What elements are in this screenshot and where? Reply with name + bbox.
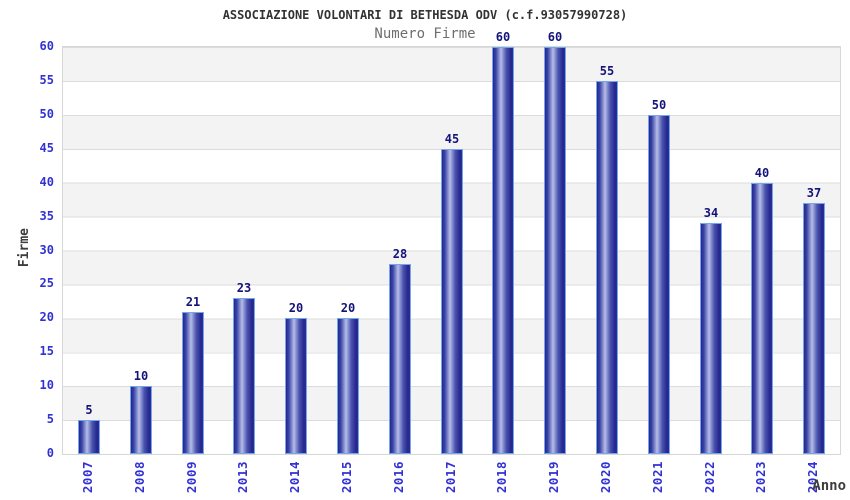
bar-2016 [389,264,411,454]
x-axis-tick-label: 2023 [753,461,768,494]
x-axis-tick-label: 2018 [494,461,509,494]
bar-2007 [78,420,100,454]
bar-value-label: 23 [236,281,252,295]
bar-value-label: 45 [444,132,460,146]
x-axis-tick-label: 2008 [132,461,147,494]
bar-value-label: 28 [392,247,408,261]
y-axis-tick-label: 25 [39,276,54,290]
y-axis-tick-label: 55 [39,73,54,87]
x-axis-label: Anno [812,478,846,494]
bar-2023 [751,183,773,454]
x-axis-tick-label: 2015 [339,461,354,494]
bar-value-label: 55 [599,64,615,78]
x-axis-tick-label: 2022 [702,461,717,494]
bar-value-label: 60 [547,30,563,44]
x-axis-tick-label: 2021 [650,461,665,494]
bar-2022 [700,223,722,454]
bar-2009 [182,312,204,454]
bar-2017 [441,149,463,454]
y-axis-tick-label: 40 [39,175,54,189]
bar-value-label: 37 [806,186,822,200]
x-axis-tick-label: 2014 [287,461,302,494]
y-axis-tick-label: 5 [46,412,54,426]
x-axis-tick-label: 2009 [184,461,199,494]
plot-area: 5 10 21 23 20 20 28 45 60 60 55 50 34 40 37 [62,31,841,455]
bar-2013 [233,298,255,454]
y-axis-tick-label: 30 [39,243,54,257]
y-axis-tick-label: 15 [39,344,54,358]
y-axis-tick-label: 50 [39,107,54,121]
x-axis-tick-label: 2017 [443,461,458,494]
bar-value-label: 10 [133,369,149,383]
bar-2020 [596,81,618,454]
x-axis-tick-label: 2019 [546,461,561,494]
bar-2015 [337,318,359,454]
bar-2014 [285,318,307,454]
bar-value-label: 50 [651,98,667,112]
bar-2018 [492,47,514,454]
bar-2024 [803,203,825,454]
bar-2008 [130,386,152,454]
chart-subtitle: Numero Firme [374,26,476,42]
bar-value-label: 34 [703,206,719,220]
x-axis-tick-label: 2020 [598,461,613,494]
y-axis-tick-label: 35 [39,209,54,223]
bar-2019 [544,47,566,454]
y-axis-tick-label: 20 [39,310,54,324]
bar-value-label: 20 [288,301,304,315]
x-axis-tick-label: 2016 [391,461,406,494]
x-axis-tick-label: 2007 [80,461,95,494]
bar-2021 [648,115,670,454]
y-axis-tick-label: 10 [39,378,54,392]
bar-value-label: 60 [495,30,511,44]
bar-value-label: 21 [185,295,201,309]
chart-title: ASSOCIAZIONE VOLONTARI DI BETHESDA ODV (… [222,8,628,22]
y-axis-tick-label: 45 [39,141,54,155]
bar-value-label: 40 [754,166,770,180]
y-axis-tick-label: 0 [46,446,54,460]
y-axis-tick-label: 60 [39,39,54,53]
bar-value-label: 5 [85,403,93,417]
x-axis-tick-label: 2013 [235,461,250,494]
bar-value-label: 20 [340,301,356,315]
